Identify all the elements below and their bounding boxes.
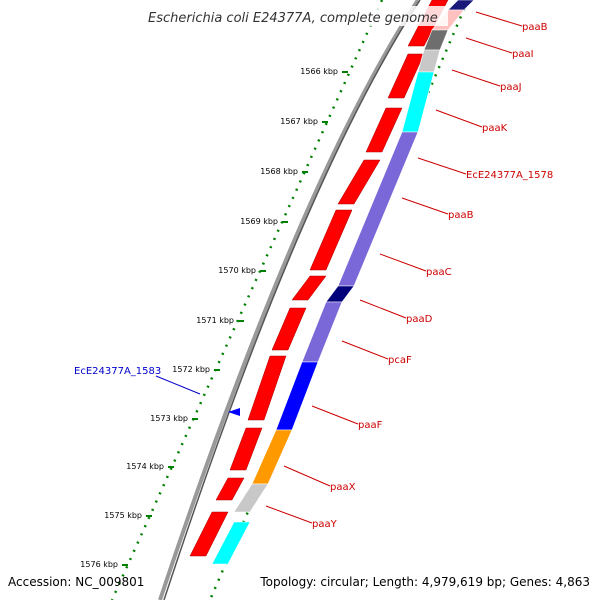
reverse-gene-block[interactable]: [447, 0, 475, 11]
kbp-tick-label: 1567 kbp: [280, 117, 318, 126]
gene-label-leader: [265, 505, 313, 524]
left-label-leader: [155, 375, 201, 395]
reverse-gene-track: [211, 0, 475, 565]
reverse-gene-block[interactable]: [337, 131, 419, 287]
gene-label-leader: [435, 109, 483, 128]
gene-label-group: paaB paaI paaJ paaK EcE24377A_1578 paaB paaC pa…: [265, 11, 553, 530]
forward-gene-block[interactable]: [215, 477, 245, 501]
forward-gene-block[interactable]: [229, 427, 263, 471]
page-title: Escherichia coli E24377A, complete genom…: [148, 11, 438, 26]
forward-gene-track: [189, 0, 449, 557]
gene-label[interactable]: paaC: [426, 267, 452, 278]
gene-label[interactable]: paaJ: [500, 82, 522, 93]
kbp-tick-label: 1572 kbp: [172, 365, 210, 374]
kbp-tick-label: 1575 kbp: [104, 511, 142, 520]
accession-text: Accession: NC_009801: [8, 575, 144, 589]
kbp-tick-label: 1576 kbp: [80, 560, 118, 569]
gene-label-leader: [283, 465, 331, 487]
topology-text: Topology: circular; Length: 4,979,619 bp…: [259, 575, 590, 589]
reverse-gene-block[interactable]: [325, 285, 355, 303]
kbp-tick-label: 1569 kbp: [240, 217, 278, 226]
gene-label[interactable]: paaY: [312, 519, 338, 530]
gene-label[interactable]: paaB: [448, 210, 474, 221]
forward-gene-block[interactable]: [387, 53, 425, 99]
forward-gene-block[interactable]: [365, 107, 403, 153]
gene-label-leader: [379, 253, 427, 272]
title-backdrop: [144, 6, 448, 26]
forward-gene-block[interactable]: [247, 355, 287, 421]
kbp-tick-label: 1570 kbp: [218, 266, 256, 275]
outer-dotted-track: [110, 0, 384, 600]
left-gene-label[interactable]: EcE24377A_1583: [74, 366, 161, 377]
gene-label[interactable]: EcE24377A_1578: [466, 170, 553, 181]
kbp-tick-label: 1574 kbp: [126, 462, 164, 471]
gene-label-leader: [451, 69, 501, 87]
left-gene-marker[interactable]: [228, 408, 240, 416]
kbp-tick-label: 1568 kbp: [260, 167, 298, 176]
backbone-outer: [158, 0, 420, 600]
gene-label[interactable]: paaF: [358, 420, 383, 431]
gene-label-leader: [341, 340, 389, 360]
backbone-inner: [163, 0, 421, 600]
kbp-tick-label: 1566 kbp: [300, 67, 338, 76]
reverse-gene-block[interactable]: [417, 49, 441, 73]
gene-label[interactable]: paaI: [512, 49, 534, 60]
forward-gene-block[interactable]: [189, 511, 229, 557]
reverse-gene-block[interactable]: [233, 483, 269, 513]
reverse-gene-block[interactable]: [301, 301, 343, 363]
gene-label[interactable]: paaK: [482, 123, 508, 134]
gene-label-leader: [417, 157, 467, 175]
reverse-gene-block[interactable]: [275, 361, 319, 431]
gene-label[interactable]: paaD: [406, 314, 433, 325]
gene-label-leader: [401, 197, 449, 215]
gene-label-leader: [475, 11, 523, 27]
kbp-tick-label: 1571 kbp: [196, 316, 234, 325]
gene-label-leader: [311, 405, 359, 425]
gene-label-leader: [359, 299, 407, 319]
forward-gene-block[interactable]: [309, 209, 353, 271]
gene-label[interactable]: pcaF: [388, 355, 412, 366]
kbp-tick-label: 1573 kbp: [150, 414, 188, 423]
reverse-gene-block[interactable]: [211, 521, 251, 565]
kbp-tick-group: 1566 kbp 1567 kbp 1568 kbp 1569 kbp 1570 kbp…: [80, 67, 348, 569]
gene-label[interactable]: paaB: [522, 22, 548, 33]
forward-gene-block[interactable]: [271, 307, 307, 351]
gene-label[interactable]: paaX: [330, 482, 356, 493]
forward-gene-block[interactable]: [291, 275, 327, 301]
forward-gene-block[interactable]: [337, 159, 381, 205]
gene-label-leader: [465, 37, 513, 54]
